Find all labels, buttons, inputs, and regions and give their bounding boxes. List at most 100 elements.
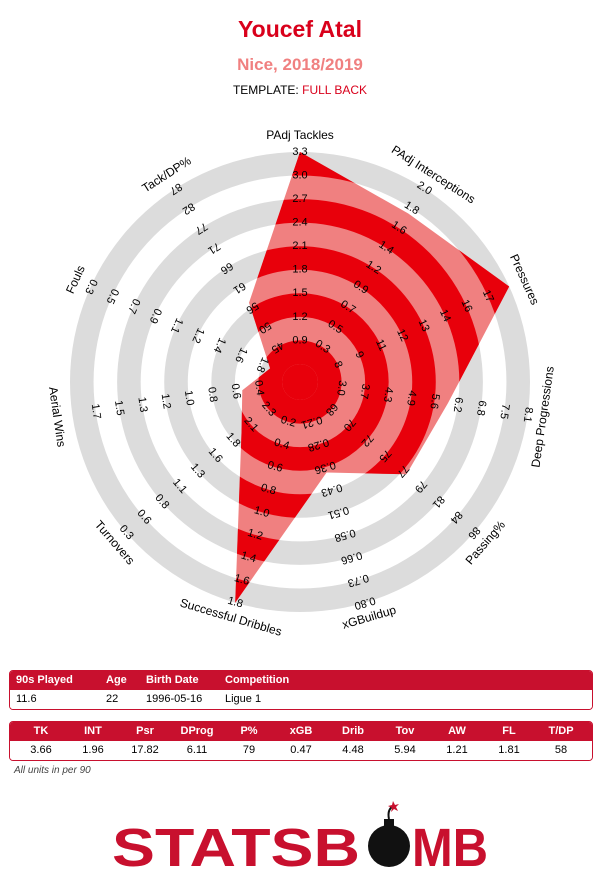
header-cell: T/DP [548, 725, 574, 737]
radar-chart: 0.91.21.51.82.12.42.73.03.30.30.50.70.91… [46, 128, 557, 639]
tick-label: 0.4 [252, 379, 266, 396]
tick-label: 0.73 [346, 571, 370, 589]
player-name: Youcef Atal [238, 16, 362, 42]
tick-label: 17 [480, 288, 496, 304]
tick-label: 1.2 [159, 393, 173, 410]
value-cell: 6.11 [186, 744, 208, 756]
header-cell: Psr [136, 725, 154, 737]
value-cell: 22 [106, 693, 119, 705]
tick-label: 4.9 [404, 390, 418, 407]
tick-label: 2.4 [292, 217, 307, 229]
info-table-row: 11.6 22 1996-05-16 Ligue 1 [10, 690, 592, 709]
header-cell: FL [502, 725, 516, 737]
tick-label: 3.3 [292, 146, 307, 158]
player-shape-band [258, 340, 342, 424]
tick-label: 0.2 [279, 414, 297, 430]
tick-label: 1.2 [292, 311, 307, 323]
template-value: FULL BACK [302, 83, 368, 97]
tick-label: 4.3 [381, 386, 395, 403]
tick-label: 1.2 [246, 527, 264, 543]
tick-label: 0.66 [340, 549, 364, 567]
tick-label: 9 [353, 350, 366, 361]
tick-label: 82 [180, 200, 197, 217]
tick-label: 6.2 [451, 396, 465, 413]
tick-label: 0.51 [326, 504, 350, 522]
header-cell: Birth Date [146, 674, 199, 686]
tick-label: 8 [331, 359, 344, 370]
header-cell: 90s Played [16, 674, 73, 686]
tick-label: 0.5 [104, 287, 121, 306]
value-cell: 11.6 [16, 693, 37, 705]
tick-label: 0.58 [333, 526, 357, 544]
header-cell: TK [33, 725, 49, 737]
value-cell: 58 [554, 744, 568, 756]
header-cell: xGB [289, 725, 313, 737]
tick-label: 16 [458, 298, 474, 314]
tick-label: 0.80 [353, 594, 377, 612]
tick-label: 2.7 [292, 193, 307, 205]
club-season: Nice, 2018/2019 [237, 55, 363, 74]
tick-label: 1.4 [239, 549, 257, 565]
units-note: All units in per 90 [14, 765, 91, 776]
stats-table-header: TK INT Psr DProg P% xGB Drib Tov AW FL T/DP [10, 722, 592, 741]
tick-label: 0.4 [273, 436, 291, 452]
tick-label: 0.8 [205, 386, 219, 403]
statsbomb-logo: STATSB MB [112, 801, 488, 872]
header-cell: INT [84, 725, 102, 737]
template-label: TEMPLATE: [232, 83, 299, 97]
tick-label: 0.36 [313, 458, 337, 476]
tick-label: 56 [244, 299, 261, 316]
tick-label: 1.7 [89, 403, 103, 420]
tick-label: 7.5 [497, 403, 511, 420]
tick-label: 1.5 [112, 400, 126, 417]
value-cell: 17.82 [131, 744, 159, 756]
tick-label: 1.8 [254, 355, 271, 374]
stats-table: TK INT Psr DProg P% xGB Drib Tov AW FL T/DP 3.66 1.… [9, 721, 593, 761]
tick-label: 1.6 [232, 346, 249, 365]
tick-label: 14 [437, 308, 453, 324]
header-cell: P% [240, 725, 258, 737]
tick-label: 71 [206, 240, 223, 257]
header-cell: Tov [395, 725, 415, 737]
tick-label: 0.9 [147, 306, 164, 325]
tick-label: 13 [416, 317, 432, 333]
tick-label: 0.21 [300, 413, 324, 431]
tick-label: 0.9 [292, 334, 307, 346]
tick-label: 45 [269, 339, 286, 356]
tick-label: 2.1 [292, 240, 307, 252]
tick-label: 1.2 [189, 326, 206, 345]
tick-label: 0.3 [82, 277, 99, 296]
tick-label: 66 [218, 260, 235, 277]
template-line: TEMPLATE: FULL BACK [0, 83, 600, 97]
tick-label: 3.0 [292, 170, 307, 182]
header-cell: Competition [225, 674, 290, 686]
bomb-icon [368, 801, 410, 867]
tick-label: 3.7 [357, 383, 371, 400]
value-cell: 1.96 [82, 744, 104, 756]
tick-label: 12 [394, 327, 410, 343]
info-table-header: 90s Played Age Birth Date Competition [10, 671, 592, 690]
tick-label: 8.1 [521, 406, 535, 423]
value-cell: 5.94 [394, 744, 416, 756]
tick-label: 0.6 [229, 383, 243, 400]
value-cell: 1.81 [498, 744, 520, 756]
center-hub [282, 364, 318, 400]
tick-label: 61 [231, 279, 248, 296]
logo-text-left: STATSB [112, 818, 360, 872]
value-cell: 4.48 [342, 744, 364, 756]
header-cell: AW [448, 725, 466, 737]
tick-label: 0.28 [306, 436, 330, 454]
tick-label: 1.8 [292, 264, 307, 276]
tick-label: 1.8 [226, 595, 244, 611]
tick-label: 1.4 [211, 336, 228, 355]
tick-label: 87 [167, 180, 184, 197]
stats-table-row: 3.66 1.96 17.82 6.11 79 0.47 4.48 5.94 1.21 1.81 5… [10, 741, 592, 760]
info-table: 90s Played Age Birth Date Competition 11.6 2… [9, 670, 593, 710]
axis-label: Aerial Wins [46, 386, 69, 448]
value-cell: 1996-05-16 [146, 693, 203, 705]
tick-label: 1.1 [168, 316, 185, 335]
tick-label: 1.6 [233, 572, 251, 588]
tick-label: 3.0 [334, 379, 348, 396]
axis-label: PAdj Tackles [266, 128, 334, 142]
tick-label: 0.8 [259, 482, 277, 498]
